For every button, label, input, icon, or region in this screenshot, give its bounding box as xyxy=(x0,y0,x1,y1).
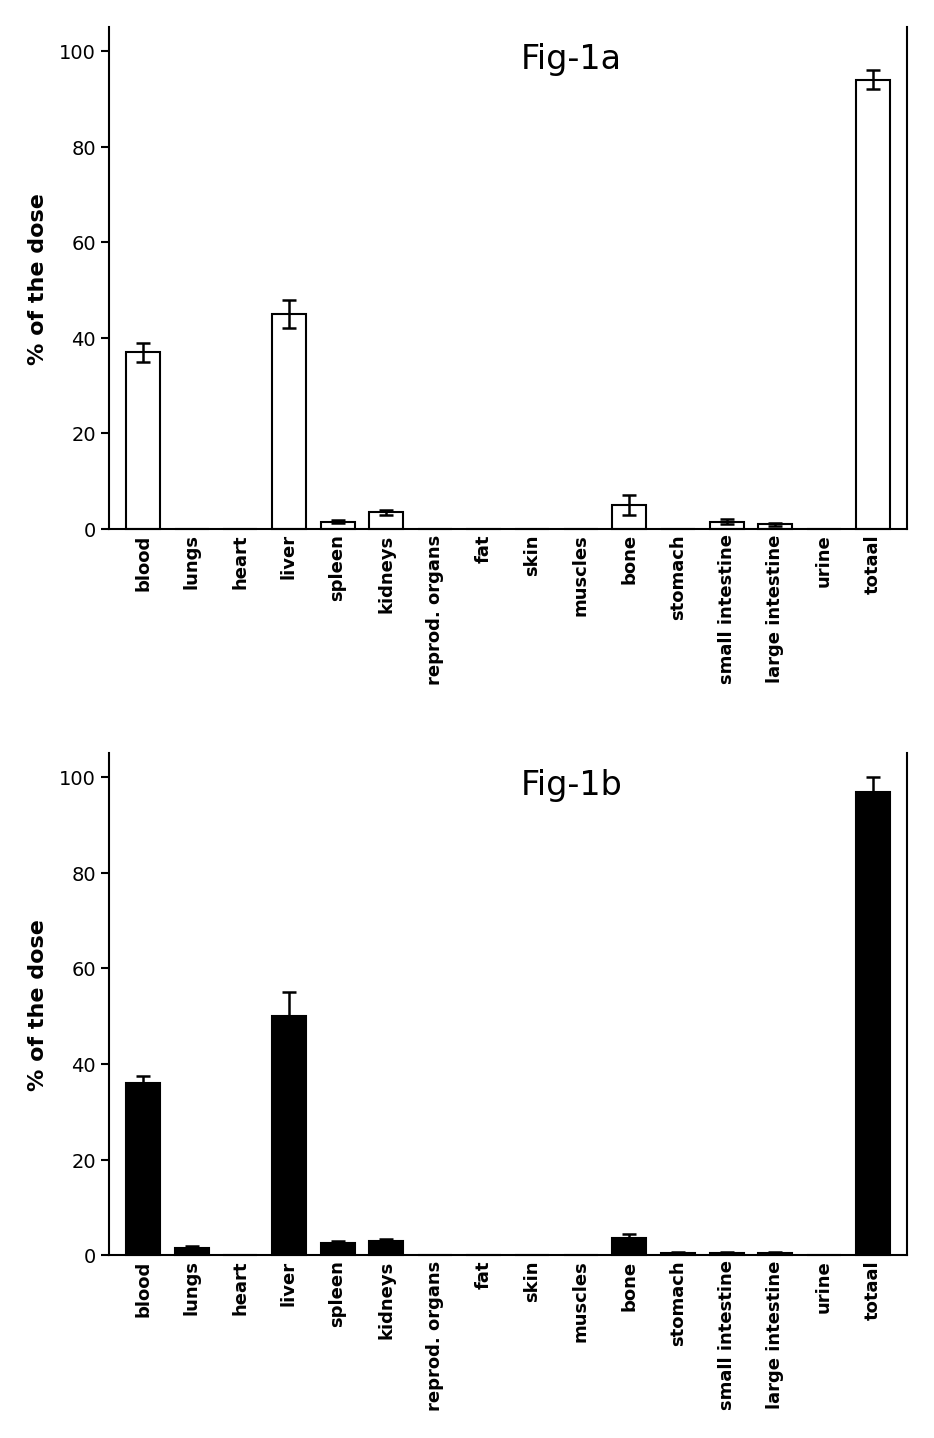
Bar xyxy=(320,522,354,529)
Y-axis label: % of the dose: % of the dose xyxy=(28,919,48,1090)
Bar xyxy=(126,1083,160,1255)
Bar xyxy=(709,1252,743,1255)
Bar xyxy=(126,352,160,529)
Bar xyxy=(612,505,646,529)
Bar xyxy=(612,1238,646,1255)
Bar xyxy=(856,81,889,529)
Bar xyxy=(758,1252,792,1255)
Bar xyxy=(272,315,305,529)
Bar xyxy=(709,522,743,529)
Y-axis label: % of the dose: % of the dose xyxy=(28,193,48,364)
Bar xyxy=(272,1017,305,1255)
Bar xyxy=(369,1241,403,1255)
Text: Fig-1b: Fig-1b xyxy=(520,769,622,802)
Bar xyxy=(320,1244,354,1255)
Bar xyxy=(175,1248,208,1255)
Bar xyxy=(660,1252,695,1255)
Bar xyxy=(369,512,403,529)
Bar xyxy=(856,792,889,1255)
Text: Fig-1a: Fig-1a xyxy=(521,43,622,76)
Bar xyxy=(758,525,792,529)
